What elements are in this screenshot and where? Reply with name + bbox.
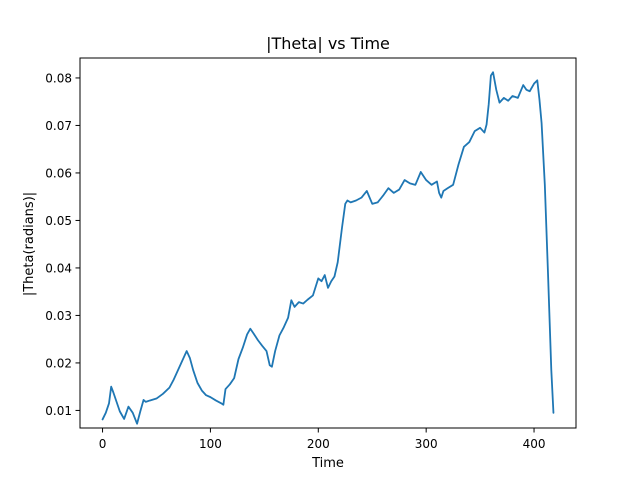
x-axis-label: Time (311, 456, 344, 471)
chart-title: |Theta| vs Time (266, 34, 390, 53)
x-tick-label: 400 (523, 437, 546, 451)
x-tick-label: 0 (99, 437, 107, 451)
y-tick-label: 0.02 (45, 356, 72, 370)
plot-frame (79, 57, 577, 429)
y-tick-label: 0.04 (45, 261, 72, 275)
y-tick-label: 0.06 (45, 166, 72, 180)
y-axis-ticks: 0.01 0.02 0.03 0.04 0.05 0.06 0.07 0.08 (45, 71, 80, 418)
y-tick-label: 0.05 (45, 214, 72, 228)
y-tick-label: 0.01 (45, 404, 72, 418)
y-tick-label: 0.03 (45, 309, 72, 323)
x-tick-label: 300 (415, 437, 438, 451)
y-tick-label: 0.07 (45, 119, 72, 133)
series-line (101, 71, 555, 425)
x-tick-label: 200 (307, 437, 330, 451)
x-axis-ticks: 0 100 200 300 400 (99, 428, 546, 451)
y-axis-label: |Theta(radians)| (22, 192, 37, 296)
y-tick-label: 0.08 (45, 71, 72, 85)
x-tick-label: 100 (199, 437, 222, 451)
